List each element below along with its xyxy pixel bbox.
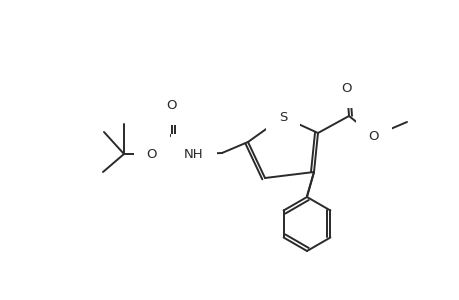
Text: O: O bbox=[368, 130, 378, 142]
Text: S: S bbox=[278, 110, 286, 124]
Text: NH: NH bbox=[184, 148, 203, 160]
Text: O: O bbox=[341, 82, 352, 94]
Text: O: O bbox=[166, 98, 177, 112]
Text: O: O bbox=[146, 148, 157, 160]
